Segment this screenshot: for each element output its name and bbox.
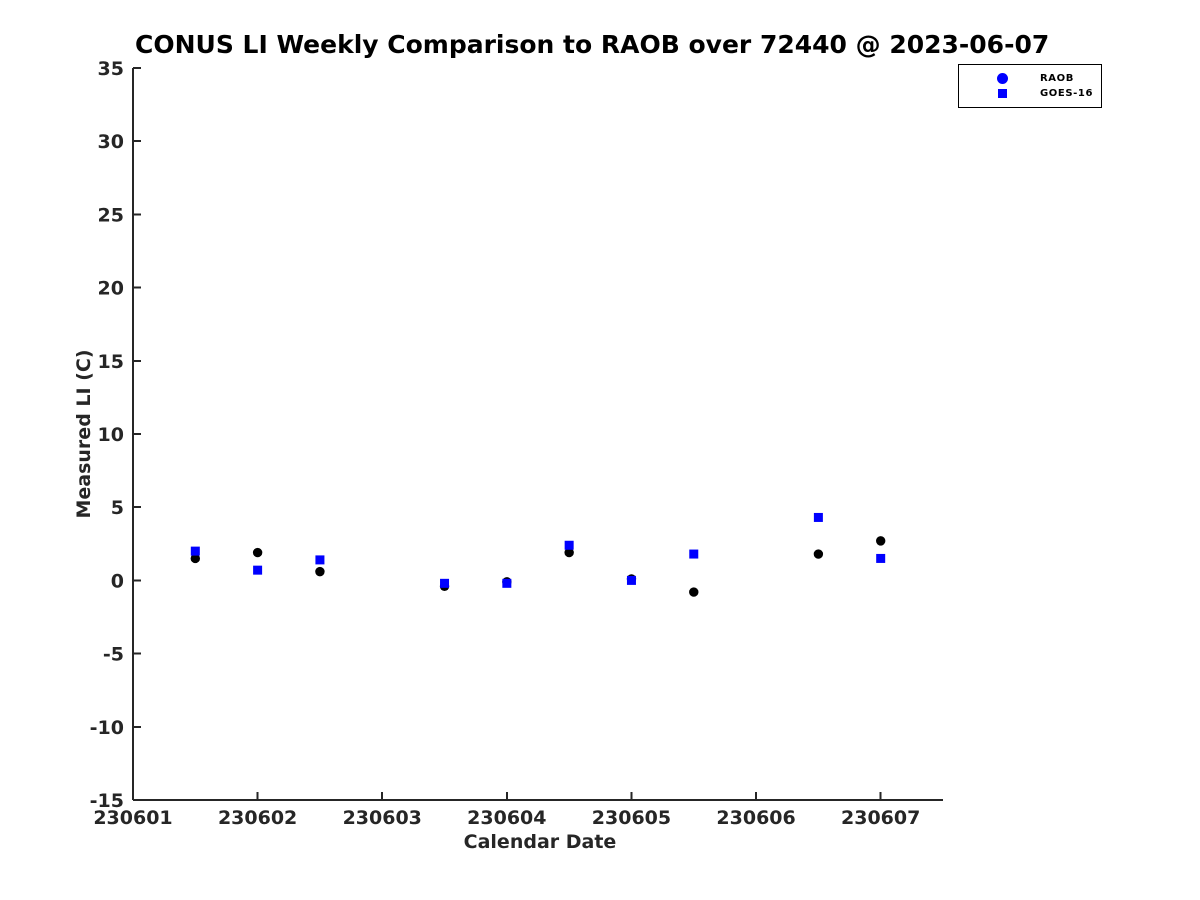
x-tick-label: 230603 (343, 807, 422, 829)
legend-label-raob: RAOB (1040, 73, 1074, 84)
y-axis-label: Measured LI (C) (73, 349, 95, 519)
data-point-raob (875, 536, 886, 546)
data-point-goes-16 (813, 512, 823, 522)
data-point-goes-16 (253, 565, 263, 575)
y-tick-label: 15 (98, 351, 124, 373)
x-tick-label: 230606 (716, 807, 795, 829)
chart-title: CONUS LI Weekly Comparison to RAOB over … (135, 30, 1050, 59)
y-tick-label: 20 (98, 278, 124, 300)
x-tick-label: 230604 (467, 807, 546, 829)
x-tick-label: 230607 (841, 807, 920, 829)
data-point-goes-16 (502, 578, 512, 588)
data-point-goes-16 (689, 549, 699, 559)
data-point-raob (190, 553, 201, 564)
legend-label-goes16: GOES-16 (1040, 88, 1094, 99)
y-tick-label: 10 (98, 424, 124, 446)
data-point-raob (689, 587, 699, 597)
data-point-raob (252, 547, 263, 558)
y-tick-label: -10 (90, 717, 124, 739)
legend-item-raob: RAOB (959, 71, 1101, 86)
data-point-goes-16 (626, 575, 636, 585)
data-point-goes-16 (876, 553, 886, 563)
raob-circle-icon (997, 73, 1008, 84)
data-point-goes-16 (190, 546, 200, 556)
data-point-raob (813, 549, 824, 559)
y-tick-label: 5 (111, 497, 124, 519)
y-tick-label: 30 (98, 131, 124, 153)
y-tick-label: 0 (111, 570, 124, 592)
legend-item-goes16: GOES-16 (959, 86, 1101, 101)
data-point-goes-16 (440, 578, 450, 588)
legend: RAOB GOES-16 (958, 64, 1102, 108)
data-point-raob (315, 566, 325, 577)
x-tick-label: 230605 (592, 807, 671, 829)
data-point-raob (564, 547, 574, 558)
data-point-goes-16 (564, 540, 574, 550)
x-tick-label: 230601 (93, 807, 172, 829)
x-axis-label: Calendar Date (463, 831, 617, 853)
y-tick-label: -5 (103, 644, 124, 666)
goes16-square-icon (998, 89, 1007, 98)
y-tick-label: -15 (90, 790, 124, 812)
y-tick-label: 25 (98, 204, 124, 226)
y-tick-label: 35 (98, 58, 124, 80)
data-point-goes-16 (315, 555, 325, 565)
x-tick-label: 230602 (218, 807, 297, 829)
